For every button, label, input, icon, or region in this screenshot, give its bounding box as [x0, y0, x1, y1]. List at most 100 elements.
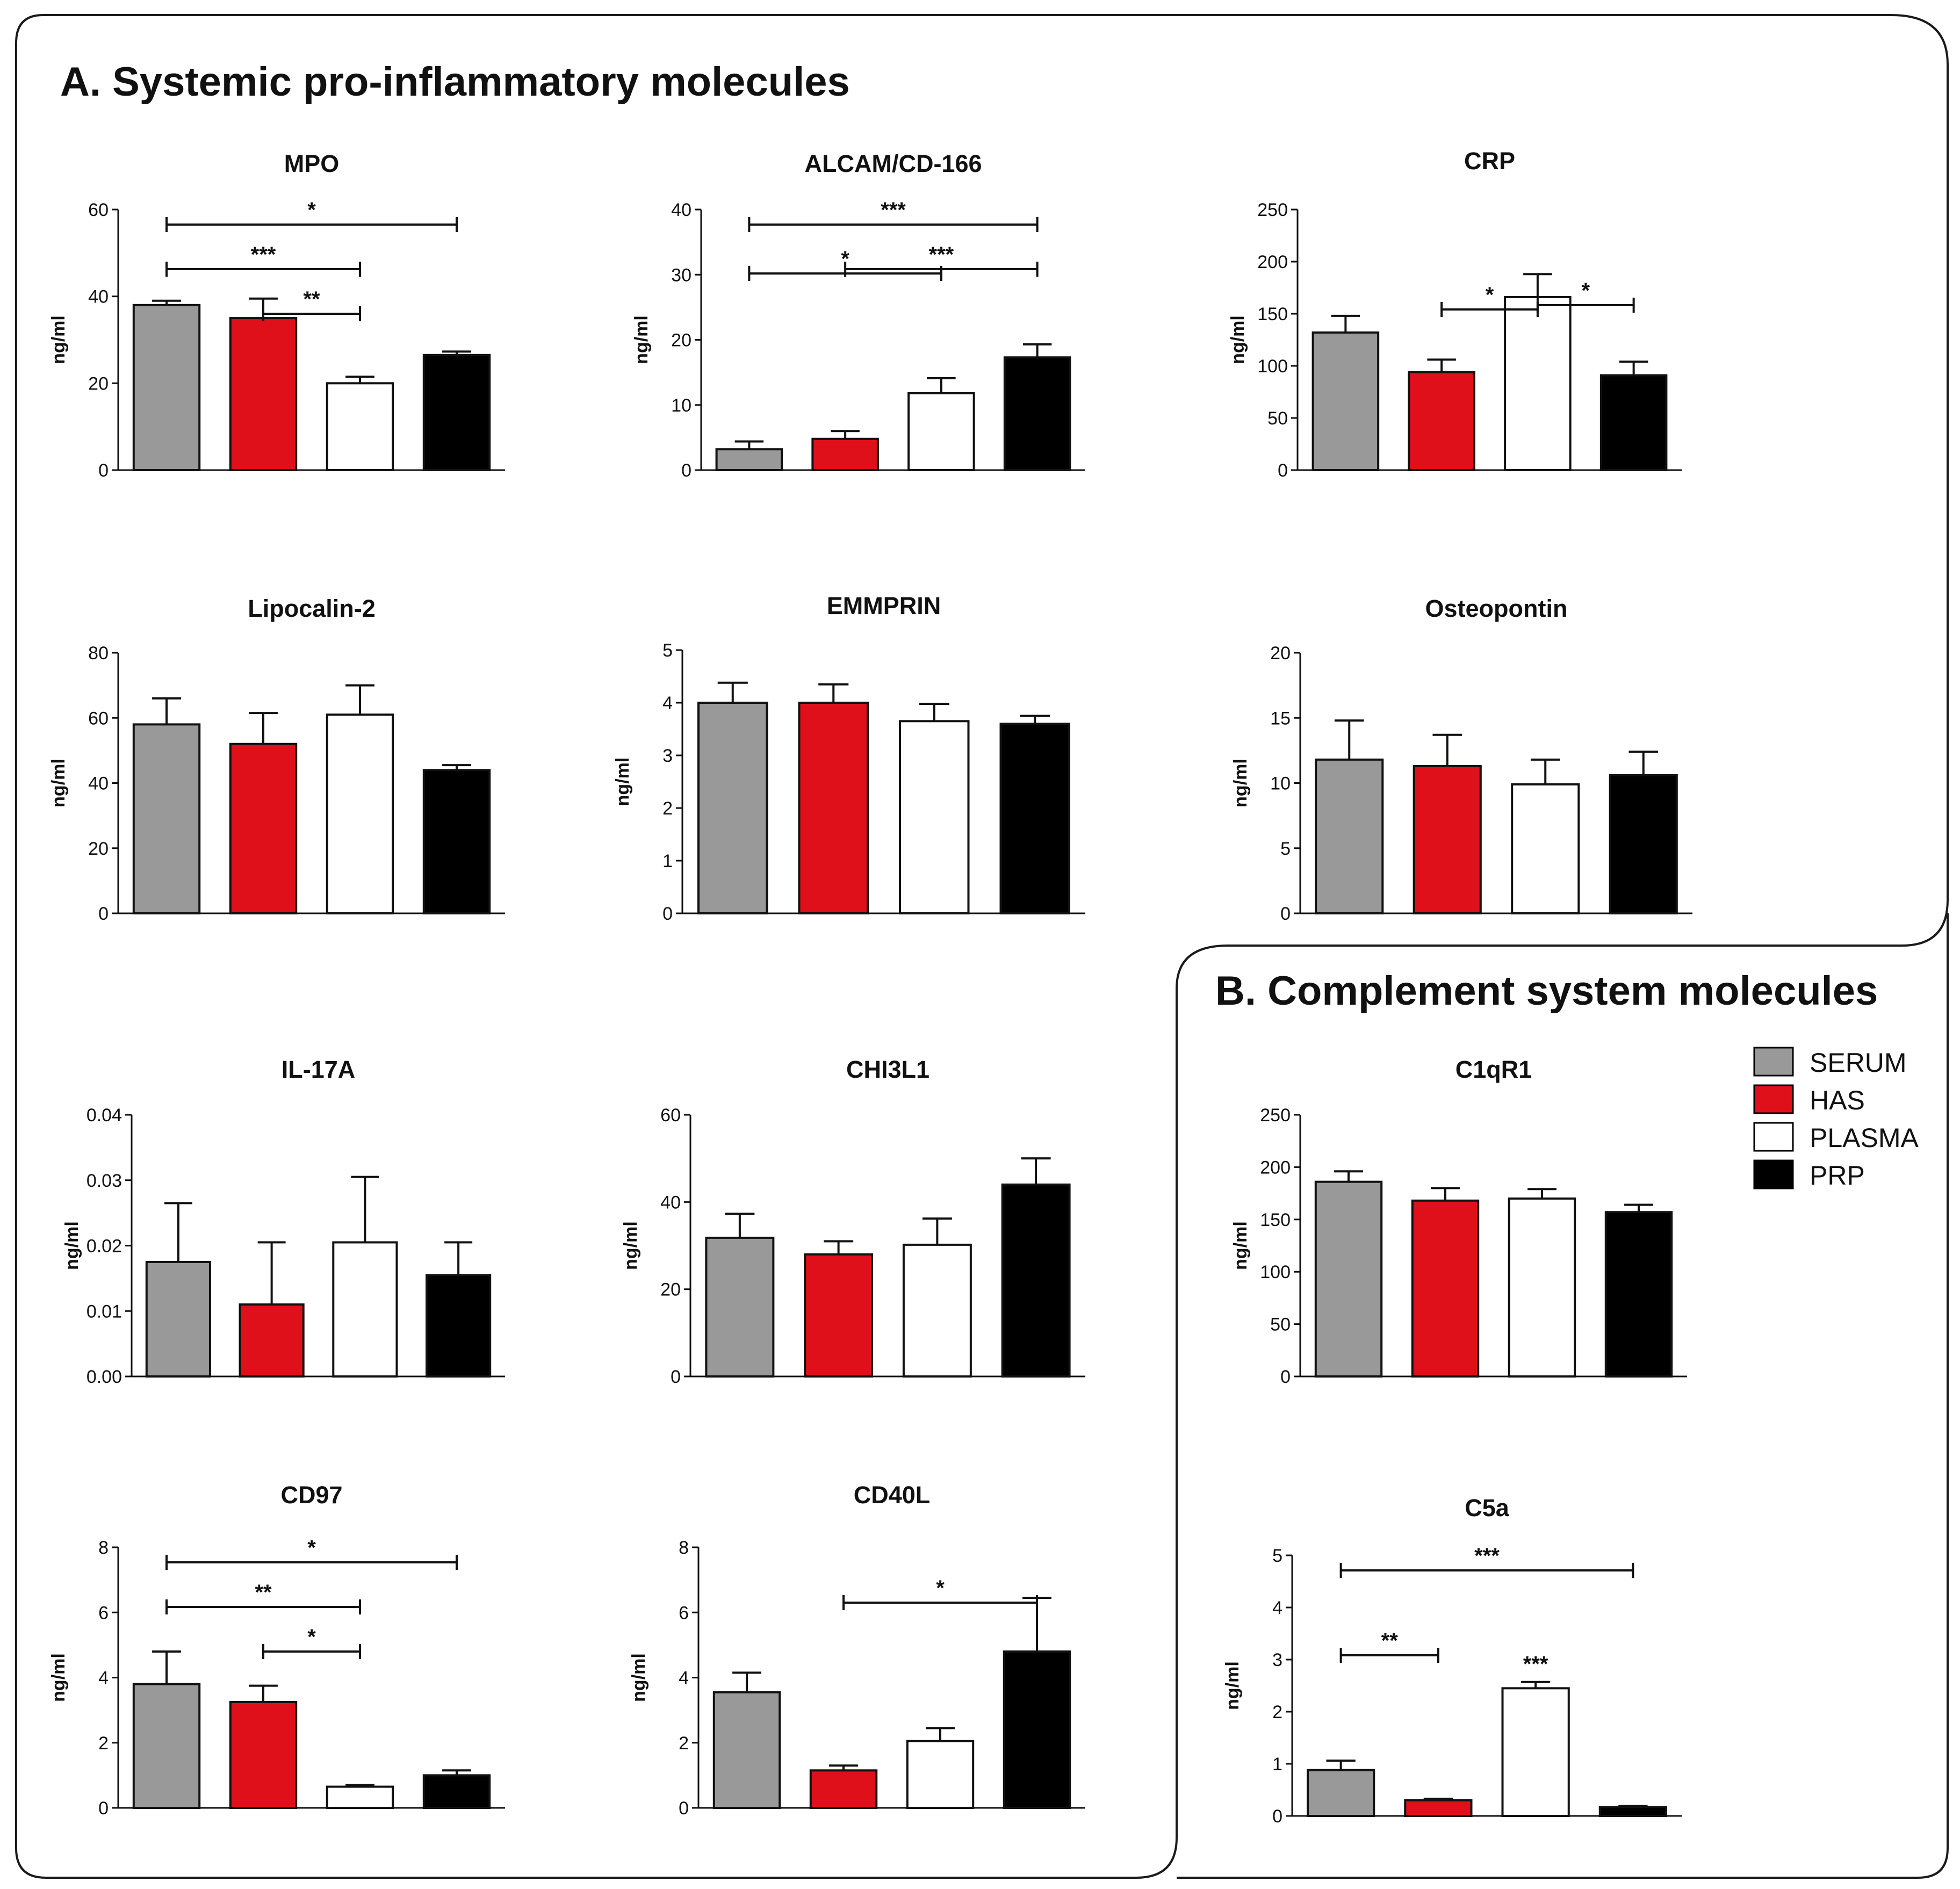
y-tick-label: 20 [88, 373, 109, 394]
bar-serum [705, 1236, 775, 1378]
chart-chi3l1: CHI3L1 0 20 40 60 ng/ml [621, 1056, 1085, 1387]
y-axis-label-il17a: ng/ml [62, 1221, 82, 1270]
bar-plasma [1508, 1197, 1576, 1378]
bar-plasma [326, 1785, 394, 1809]
chart-emmprin: EMMPRIN 0 1 2 3 4 5 ng/ml [612, 592, 1085, 924]
y-tick-label: 2 [679, 1733, 689, 1754]
chart-c1qr1: C1qR1 0 50 100 150 200 250 ng/ml [1230, 1056, 1687, 1387]
y-tick-label: 200 [1260, 1157, 1291, 1178]
chart-title-mpo: MPO [284, 150, 340, 177]
y-tick-label: 150 [1260, 1210, 1291, 1230]
y-tick-label: 3 [662, 746, 673, 766]
chart-cd40l: CD40L 0 2 4 6 8 ng/ml * [629, 1481, 1085, 1819]
y-axis-label-osteopontin: ng/ml [1230, 759, 1251, 807]
y-tick-label: 10 [671, 395, 691, 416]
chart-title-cd97: CD97 [280, 1481, 342, 1509]
y-tick-label: 80 [88, 643, 109, 664]
bar-serum [697, 702, 768, 914]
y-tick-label: 0 [662, 904, 673, 924]
chart-title-chi3l1: CHI3L1 [846, 1056, 929, 1083]
y-tick-label: 4 [662, 693, 673, 713]
y-tick-label: 4 [1272, 1598, 1282, 1618]
y-tick-label: 4 [98, 1668, 109, 1689]
y-axis-label-alcam: ng/ml [631, 315, 652, 364]
y-axis-label-c5a: ng/ml [1222, 1661, 1243, 1710]
chart-panels: MPO0204060ng/ml******ALCAM/CD-1660102030… [48, 147, 1692, 1827]
chart-title-emmprin: EMMPRIN [827, 592, 941, 619]
bar-serum [1315, 758, 1384, 914]
y-tick-label: 30 [671, 265, 691, 285]
y-tick-label: 40 [671, 200, 691, 220]
bar-has [229, 742, 298, 914]
bar-plasma [326, 382, 394, 471]
y-tick-label: 8 [98, 1538, 109, 1558]
chart-title-cd40l: CD40L [854, 1481, 931, 1509]
bar-has [229, 317, 298, 471]
legend: SERUM HAS PLASMA PRP [1753, 1047, 1919, 1191]
section-a-frame [15, 14, 1949, 1879]
y-tick-label: 60 [88, 200, 109, 220]
y-tick-label: 0.00 [87, 1367, 122, 1387]
y-tick-label: 5 [1272, 1546, 1282, 1566]
chart-title-c1qr1: C1qR1 [1455, 1056, 1532, 1083]
y-tick-label: 40 [88, 774, 109, 794]
significance-label: ** [303, 287, 320, 311]
bar-has [809, 1769, 878, 1809]
bar-serum [1312, 331, 1380, 471]
y-tick-label: 5 [1280, 839, 1291, 859]
significance-label: *** [251, 243, 276, 266]
y-axis-label-cd40l: ng/ml [629, 1653, 649, 1702]
bar-prp [422, 354, 491, 472]
bar-prp [426, 1274, 492, 1378]
bar-serum [132, 304, 201, 471]
bar-prp [422, 1774, 491, 1809]
bar-serum [1307, 1769, 1375, 1817]
y-tick-label: 100 [1257, 356, 1288, 377]
y-tick-label: 50 [1267, 408, 1288, 429]
y-tick-label: 2 [98, 1733, 109, 1754]
y-tick-label: 0 [1280, 1367, 1291, 1387]
bar-prp [1609, 774, 1678, 914]
y-tick-label: 100 [1260, 1262, 1291, 1282]
y-tick-label: 6 [98, 1603, 109, 1623]
y-tick-label: 0.01 [87, 1301, 122, 1322]
y-tick-label: 0 [1272, 1806, 1282, 1827]
y-tick-label: 1 [662, 851, 673, 871]
bar-plasma [1501, 1687, 1570, 1818]
y-tick-label: 0 [98, 460, 109, 481]
chart-title-crp: CRP [1464, 147, 1515, 175]
legend-label-plasma: PLASMA [1810, 1123, 1919, 1153]
y-tick-label: 0 [98, 1798, 109, 1819]
y-axis-label-emmprin: ng/ml [612, 758, 633, 806]
section-b-title: B. Complement system molecules [1215, 968, 1878, 1014]
significance-label: *** [929, 243, 954, 266]
significance-label: *** [1523, 1653, 1548, 1676]
legend-swatch-has [1753, 1084, 1794, 1114]
bar-serum [132, 723, 201, 914]
y-tick-label: 2 [662, 798, 673, 819]
chart-title-c5a: C5a [1465, 1494, 1510, 1522]
y-tick-label: 250 [1257, 200, 1288, 220]
y-tick-label: 20 [671, 330, 691, 351]
bar-plasma [332, 1241, 398, 1378]
y-tick-label: 0 [1280, 904, 1291, 924]
y-tick-label: 0.03 [87, 1171, 122, 1191]
y-tick-label: 60 [660, 1105, 681, 1126]
legend-label-serum: SERUM [1810, 1048, 1907, 1078]
y-tick-label: 0.02 [87, 1236, 122, 1257]
bar-prp [1598, 1806, 1667, 1818]
bar-plasma [326, 713, 394, 914]
y-tick-label: 8 [679, 1538, 689, 1558]
y-axis-label-c1qr1: ng/ml [1230, 1221, 1251, 1270]
y-tick-label: 0 [1278, 460, 1288, 481]
y-tick-label: 20 [1270, 643, 1291, 664]
chart-crp: CRP 0 50 100 150 200 250 ng/ml * * [1228, 147, 1682, 481]
bar-prp [1599, 374, 1668, 472]
chart-osteopontin: Osteopontin 0 5 10 15 20 ng/ml [1230, 595, 1692, 924]
legend-swatch-plasma [1753, 1122, 1794, 1152]
bar-prp [1604, 1211, 1673, 1378]
y-tick-label: 60 [88, 708, 109, 729]
